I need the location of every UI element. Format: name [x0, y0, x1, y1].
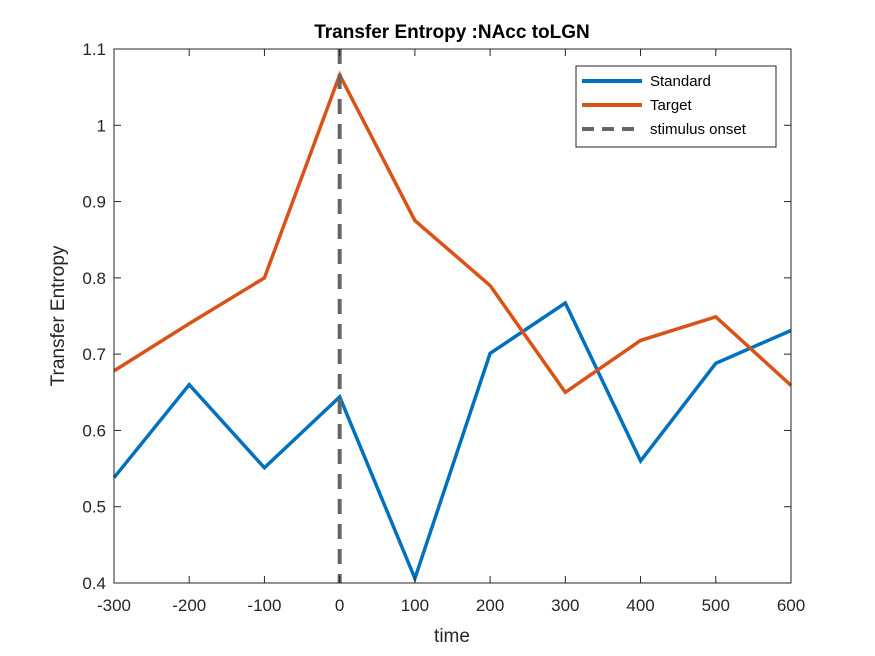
y-tick-label: 0.7 [82, 345, 106, 364]
y-tick-label: 0.5 [82, 498, 106, 517]
x-tick-label: 200 [476, 596, 504, 615]
x-tick-label: -300 [97, 596, 131, 615]
x-tick-label: -200 [172, 596, 206, 615]
legend-label: stimulus onset [650, 121, 747, 138]
ticks-layer: -300 -200 -100 0 100 200 300 400 500 600 0.4 0.5 0.6… [82, 40, 805, 615]
series-line-standard [112, 300, 792, 584]
y-tick-label: 0.4 [82, 574, 106, 593]
x-tick-label: 100 [401, 596, 429, 615]
chart-title: Transfer Entropy :NAcc toLGN [314, 22, 590, 43]
y-tick-label: 0.6 [82, 421, 106, 440]
x-tick-label: 300 [551, 596, 579, 615]
x-tick-label: 500 [702, 596, 730, 615]
x-tick-label: 400 [626, 596, 654, 615]
x-tick-label: -100 [247, 596, 281, 615]
y-axis-label: Transfer Entropy [48, 245, 69, 386]
legend-label: Target [650, 97, 693, 114]
y-tick-label: 1 [97, 116, 106, 135]
series-line-target [113, 70, 793, 395]
legend: Standard Target stimulus onset [575, 65, 777, 148]
y-tick-label: 1.1 [82, 40, 106, 59]
x-axis-label: time [434, 626, 470, 647]
x-tick-label: 0 [335, 596, 344, 615]
legend-label: Standard [650, 73, 711, 90]
y-tick-label: 0.8 [82, 269, 106, 288]
y-tick-label: 0.9 [82, 193, 106, 212]
x-tick-label: 600 [777, 596, 805, 615]
axes-box [113, 48, 792, 584]
